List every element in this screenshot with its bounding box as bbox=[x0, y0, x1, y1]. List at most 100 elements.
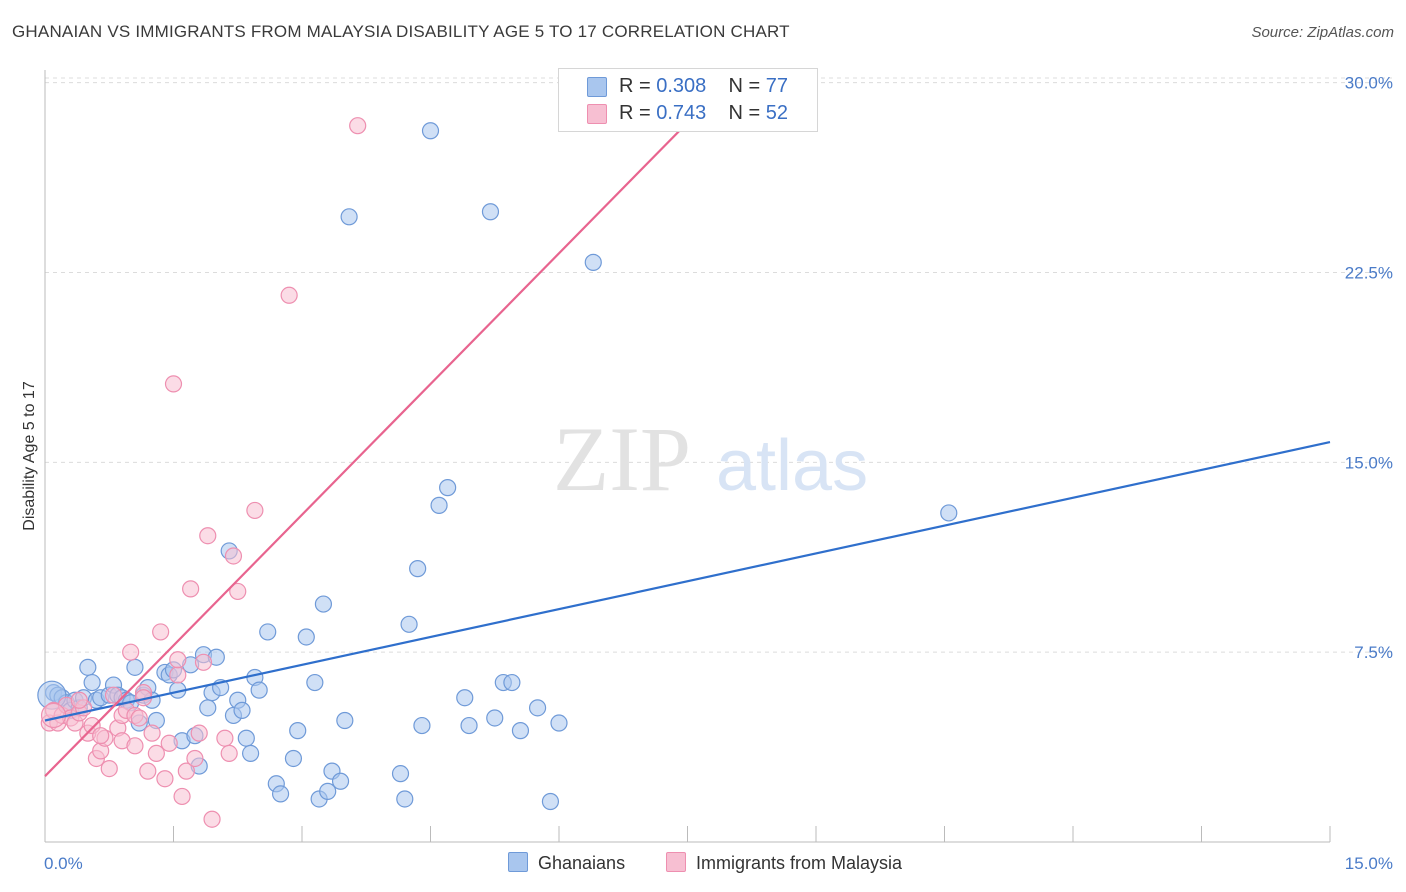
bottom-legend-malaysia: Immigrants from Malaysia bbox=[666, 852, 902, 874]
data-point bbox=[100, 759, 118, 778]
data-point bbox=[199, 699, 217, 717]
data-point bbox=[486, 709, 504, 727]
data-point bbox=[229, 582, 247, 601]
x-tick-label: 0.0% bbox=[44, 854, 83, 873]
tick-labels: 7.5% 15.0% 22.5% 30.0% 0.0% 15.0% bbox=[44, 74, 1393, 873]
bottom-legend-swatch-blue bbox=[508, 852, 528, 872]
data-point bbox=[182, 580, 200, 598]
data-point bbox=[349, 117, 367, 135]
data-point bbox=[130, 709, 148, 727]
data-point bbox=[224, 547, 243, 565]
data-point bbox=[233, 701, 251, 719]
data-point bbox=[126, 737, 144, 755]
data-point bbox=[194, 653, 213, 671]
data-point bbox=[122, 643, 140, 661]
data-point bbox=[83, 673, 101, 692]
data-point bbox=[199, 527, 217, 545]
data-point bbox=[186, 749, 204, 768]
data-point bbox=[280, 286, 298, 304]
data-point bbox=[336, 711, 354, 730]
x-tick-label: 15.0% bbox=[1345, 854, 1393, 873]
data-point bbox=[584, 253, 602, 271]
data-point bbox=[152, 623, 170, 641]
data-point bbox=[143, 724, 161, 742]
data-point bbox=[413, 716, 431, 735]
data-point bbox=[156, 770, 174, 788]
data-point bbox=[314, 595, 333, 613]
y-tick-label: 30.0% bbox=[1345, 74, 1393, 93]
data-point bbox=[126, 658, 144, 676]
y-tick-label: 7.5% bbox=[1354, 643, 1393, 662]
data-point bbox=[169, 651, 187, 669]
data-point bbox=[169, 666, 187, 684]
data-point bbox=[319, 782, 337, 800]
data-point bbox=[259, 623, 277, 641]
data-point bbox=[79, 658, 97, 676]
legend-r-label: R = bbox=[619, 75, 651, 97]
legend-swatch-blue bbox=[587, 77, 607, 97]
legend-r-value: 0.743 bbox=[656, 102, 707, 124]
data-point bbox=[104, 686, 123, 704]
data-point bbox=[70, 691, 88, 709]
ghanaians-points bbox=[37, 122, 958, 811]
data-point bbox=[503, 673, 521, 692]
legend-n-value: 52 bbox=[765, 102, 789, 124]
malaysia-points bbox=[40, 117, 367, 828]
data-point bbox=[139, 762, 157, 780]
data-point bbox=[340, 208, 358, 226]
source-label: Source: ZipAtlas.com bbox=[1251, 24, 1394, 41]
chart-title: GHANAIAN VS IMMIGRANTS FROM MALAYSIA DIS… bbox=[12, 22, 790, 41]
data-point bbox=[190, 724, 208, 742]
data-point bbox=[164, 375, 183, 393]
data-point bbox=[481, 203, 500, 221]
data-point bbox=[331, 772, 350, 790]
legend-r-label: R = bbox=[619, 102, 651, 124]
legend-r-value: 0.308 bbox=[656, 75, 707, 97]
data-point bbox=[203, 810, 221, 828]
legend-n-label: N = bbox=[728, 102, 761, 124]
data-point bbox=[242, 744, 260, 763]
data-point bbox=[160, 734, 178, 752]
data-point bbox=[271, 785, 290, 803]
data-point bbox=[216, 729, 234, 747]
data-point bbox=[409, 560, 427, 578]
data-point bbox=[391, 765, 410, 783]
gridlines bbox=[45, 77, 1392, 653]
data-point bbox=[284, 749, 303, 768]
data-point bbox=[439, 479, 457, 497]
data-point bbox=[456, 689, 474, 707]
data-point bbox=[92, 727, 110, 745]
data-point bbox=[297, 628, 315, 646]
data-point bbox=[220, 744, 238, 763]
legend-n-label: N = bbox=[728, 75, 761, 97]
data-point bbox=[173, 787, 191, 806]
bottom-legend-label: Immigrants from Malaysia bbox=[696, 853, 903, 873]
data-point bbox=[396, 790, 414, 808]
data-point bbox=[528, 699, 547, 717]
data-point bbox=[460, 716, 478, 735]
legend-swatch-pink bbox=[587, 104, 607, 124]
data-point bbox=[306, 673, 324, 692]
data-point bbox=[430, 496, 448, 514]
bottom-legend-swatch-pink bbox=[666, 852, 686, 872]
data-point bbox=[237, 729, 255, 747]
watermark-atlas: atlas bbox=[716, 426, 868, 506]
y-tick-label: 15.0% bbox=[1345, 453, 1393, 472]
y-axis-label: Disability Age 5 to 17 bbox=[21, 381, 38, 531]
watermark-zip: ZIP bbox=[553, 408, 691, 510]
data-point bbox=[246, 501, 264, 520]
ghanaians-trend-line bbox=[44, 441, 1331, 722]
data-point bbox=[400, 615, 418, 633]
data-point bbox=[550, 714, 568, 732]
data-point bbox=[289, 722, 307, 740]
y-tick-label: 22.5% bbox=[1345, 263, 1393, 282]
correlation-legend: R = 0.308 N = 77 R = 0.743 N = 52 bbox=[558, 68, 818, 132]
data-point bbox=[940, 504, 958, 522]
data-point bbox=[147, 744, 165, 763]
watermark: ZIP atlas bbox=[553, 408, 868, 510]
data-point bbox=[421, 122, 440, 140]
trend-lines bbox=[44, 86, 1331, 777]
data-point-cluster bbox=[40, 702, 67, 729]
malaysia-trend-line bbox=[44, 86, 723, 777]
